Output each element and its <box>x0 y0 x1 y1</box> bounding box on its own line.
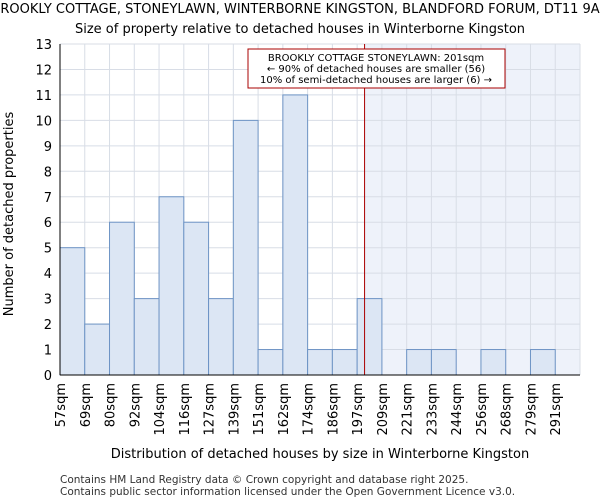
bar <box>158 196 185 376</box>
x-tick-label: 80sqm <box>104 383 119 427</box>
y-tick-label: 4 <box>44 267 52 282</box>
x-tick-label: 186sqm <box>326 383 341 436</box>
bar <box>307 349 333 376</box>
y-tick-label: 12 <box>35 63 52 78</box>
annotation-line-2: ← 90% of detached houses are smaller (56… <box>267 64 485 75</box>
y-tick-label: 0 <box>44 369 52 384</box>
x-tick-label: 268sqm <box>500 383 515 436</box>
x-tick-label: 291sqm <box>549 383 564 436</box>
chart-subtitle: Size of property relative to detached ho… <box>75 22 525 37</box>
bar <box>331 349 358 376</box>
x-tick-label: 139sqm <box>227 383 242 436</box>
bar <box>183 221 210 376</box>
y-tick-label: 3 <box>44 293 52 308</box>
bar <box>84 323 111 376</box>
x-tick-label: 162sqm <box>277 383 292 436</box>
bar <box>406 349 432 376</box>
y-tick-label: 1 <box>44 344 52 359</box>
y-tick-label: 11 <box>35 89 52 104</box>
x-tick-label: 127sqm <box>203 383 218 436</box>
bar <box>59 247 86 376</box>
x-tick-label: 92sqm <box>128 383 143 427</box>
x-tick-label: 116sqm <box>178 383 193 436</box>
x-tick-label: 209sqm <box>376 383 391 436</box>
bar <box>133 298 160 376</box>
footer-line-2: Contains public sector information licen… <box>60 486 515 498</box>
x-tick-label: 69sqm <box>79 383 94 427</box>
y-axis-label: Number of detached properties <box>2 112 17 317</box>
x-tick-label: 256sqm <box>475 383 490 436</box>
bar <box>282 94 309 376</box>
x-tick-label: 197sqm <box>351 383 366 436</box>
x-axis-label: Distribution of detached houses by size … <box>111 447 529 462</box>
bar <box>109 221 135 376</box>
bar <box>208 298 234 376</box>
bar <box>232 119 259 376</box>
bar <box>430 349 457 376</box>
y-tick-label: 6 <box>44 216 52 231</box>
larger-region <box>364 44 580 375</box>
annotation-border <box>247 48 506 89</box>
x-tick-label: 104sqm <box>153 383 168 436</box>
annotation-line-1: BROOKLY COTTAGE STONEYLAWN: 201sqm <box>268 53 484 64</box>
x-tick-label: 244sqm <box>450 383 465 436</box>
x-tick-label: 233sqm <box>425 383 440 436</box>
y-tick-label: 13 <box>35 38 52 53</box>
x-tick-label: 279sqm <box>524 383 539 436</box>
x-tick-label: 221sqm <box>401 383 416 436</box>
annotation-box: BROOKLY COTTAGE STONEYLAWN: 201sqm ← 90%… <box>247 48 506 89</box>
bar <box>356 298 383 376</box>
annotation-line-3: 10% of semi-detached houses are larger (… <box>260 75 492 86</box>
y-tick-label: 9 <box>44 140 52 155</box>
footer-line-1: Contains HM Land Registry data © Crown c… <box>60 474 468 486</box>
y-tick-label: 2 <box>44 318 52 333</box>
y-tick-label: 7 <box>44 191 52 206</box>
y-tick-label: 10 <box>35 114 52 129</box>
chart-title: BROOKLY COTTAGE, STONEYLAWN, WINTERBORNE… <box>0 2 600 17</box>
bar <box>529 349 556 376</box>
y-tick-label: 5 <box>44 242 52 257</box>
x-tick-label: 57sqm <box>54 383 69 427</box>
x-tick-label: 174sqm <box>302 383 317 436</box>
bar <box>480 349 507 376</box>
y-tick-label: 8 <box>44 165 52 180</box>
bar <box>257 349 284 376</box>
x-tick-label: 151sqm <box>252 383 267 436</box>
